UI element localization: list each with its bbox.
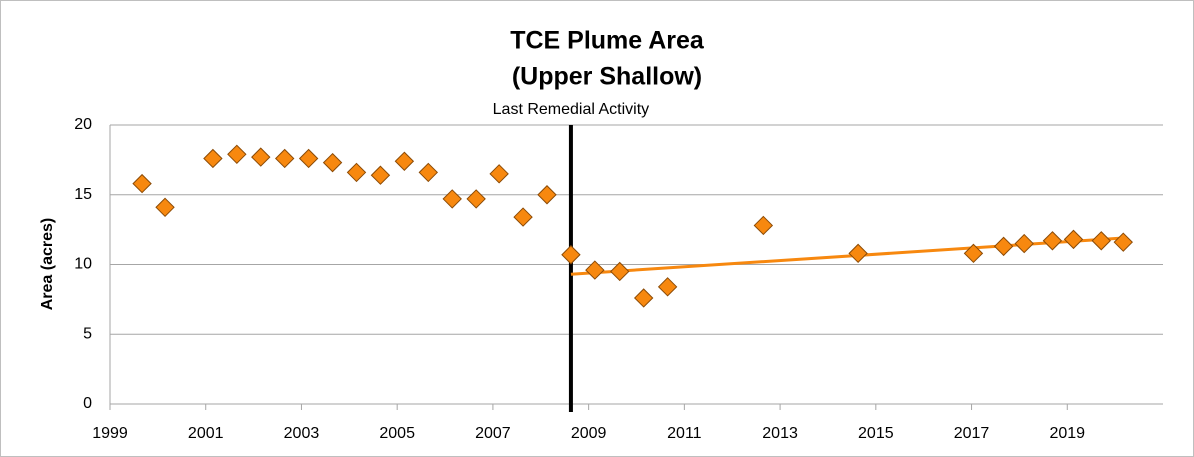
point	[1042, 231, 1063, 251]
chart-title: TCE Plume Area	[510, 27, 705, 55]
point	[466, 189, 486, 209]
point	[132, 173, 152, 194]
x-tick-label: 2009	[571, 425, 607, 442]
point	[1091, 231, 1111, 251]
point	[1014, 233, 1034, 254]
point	[513, 207, 533, 227]
x-tick-label: 2017	[954, 425, 990, 442]
point	[753, 215, 774, 236]
x-tick-label: 2013	[762, 425, 798, 442]
point	[274, 148, 295, 169]
point	[633, 288, 654, 308]
x-tick-label: 2015	[858, 425, 894, 442]
point	[442, 189, 462, 209]
point	[322, 152, 343, 173]
point	[203, 148, 223, 169]
point	[227, 144, 247, 165]
x-tick-label: 2005	[379, 425, 415, 442]
y-tick-label: 20	[74, 116, 92, 133]
x-tick-label: 1999	[92, 425, 128, 442]
y-tick-label: 5	[83, 325, 92, 342]
point	[251, 147, 271, 167]
point	[370, 165, 391, 185]
point	[489, 164, 509, 184]
chart-subtitle: (Upper Shallow)	[512, 63, 702, 91]
point	[346, 162, 367, 183]
x-tick-label: 2011	[667, 425, 702, 442]
point	[585, 260, 605, 280]
x-tick-label: 2001	[188, 425, 224, 442]
point	[537, 185, 557, 205]
point	[561, 245, 581, 265]
point	[418, 162, 439, 183]
point	[394, 151, 415, 171]
point	[1113, 232, 1133, 252]
point	[155, 197, 175, 218]
x-tick-label: 2019	[1049, 425, 1085, 442]
point	[993, 236, 1014, 257]
point	[848, 243, 868, 264]
y-tick-label: 0	[83, 395, 92, 412]
point	[1063, 229, 1084, 250]
x-tick-label: 2007	[475, 425, 511, 442]
y-tick-label: 15	[74, 186, 92, 203]
y-axis-label: Area (acres)	[39, 218, 56, 311]
point	[610, 261, 630, 282]
point	[963, 243, 984, 264]
point	[298, 148, 319, 169]
point	[657, 277, 678, 297]
annotation-label: Last Remedial Activity	[493, 101, 650, 118]
x-tick-label: 2003	[284, 425, 320, 442]
y-tick-label: 10	[74, 256, 92, 273]
